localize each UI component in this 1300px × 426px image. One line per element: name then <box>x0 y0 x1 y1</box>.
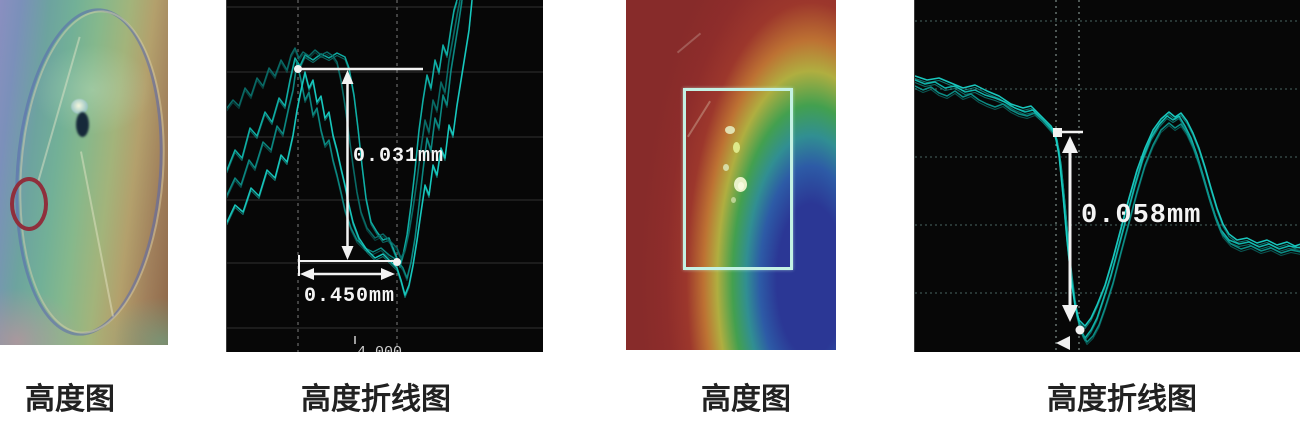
height-profile-panel-1: 0.031mm 0.450mm 4.000 <box>226 0 543 352</box>
height-profile-chart-1: 0.031mm 0.450mm 4.000 <box>226 0 543 352</box>
width-measurement-label: 0.450mm <box>304 285 395 308</box>
defect-spot <box>725 126 735 134</box>
defect-spot <box>738 182 744 190</box>
trace-lines <box>915 75 1300 346</box>
defect-spot <box>731 197 736 203</box>
bottom-arrow-head-left <box>1056 336 1070 350</box>
width-arrow-head-left <box>300 268 314 280</box>
caption-height-map-1: 高度图 <box>25 383 115 416</box>
height-map-2 <box>626 0 836 350</box>
depth-arrow-head-down <box>341 246 354 260</box>
red-circle-annotation <box>10 177 48 231</box>
grid-layer <box>915 0 1300 352</box>
depth-measurement-label: 0.058mm <box>1081 201 1201 231</box>
depth-measurement-label: 0.031mm <box>353 145 444 168</box>
depth-arrow-head-down <box>1062 305 1078 322</box>
width-arrow-head-right <box>381 268 395 280</box>
lower-point-marker <box>1075 325 1085 335</box>
upper-point-marker <box>294 65 302 73</box>
cyan-rectangle-annotation <box>683 88 793 270</box>
defect-spot <box>733 142 740 153</box>
scratch-line <box>676 32 702 54</box>
height-profile-chart-2: 0.058mm <box>914 0 1300 352</box>
depth-arrow-head-up <box>341 70 354 84</box>
depth-arrow-head-up <box>1062 136 1078 153</box>
lower-point-marker <box>393 258 401 266</box>
dark-defect-spot <box>76 112 89 137</box>
x-axis-tick-label: 4.000 <box>357 344 402 352</box>
defect-spot <box>723 164 729 171</box>
measurement-layer: 0.031mm 0.450mm 4.000 <box>294 65 444 352</box>
caption-height-profile-1: 高度折线图 <box>301 383 451 416</box>
spot-highlight <box>71 99 88 114</box>
caption-height-profile-2: 高度折线图 <box>1047 383 1197 416</box>
measurement-layer: 0.058mm <box>1053 128 1201 350</box>
height-map-1 <box>0 0 168 345</box>
caption-height-map-2: 高度图 <box>701 383 791 416</box>
trace-lines <box>227 0 473 299</box>
height-profile-panel-2: 0.058mm <box>914 0 1300 352</box>
grid-layer <box>227 0 543 352</box>
